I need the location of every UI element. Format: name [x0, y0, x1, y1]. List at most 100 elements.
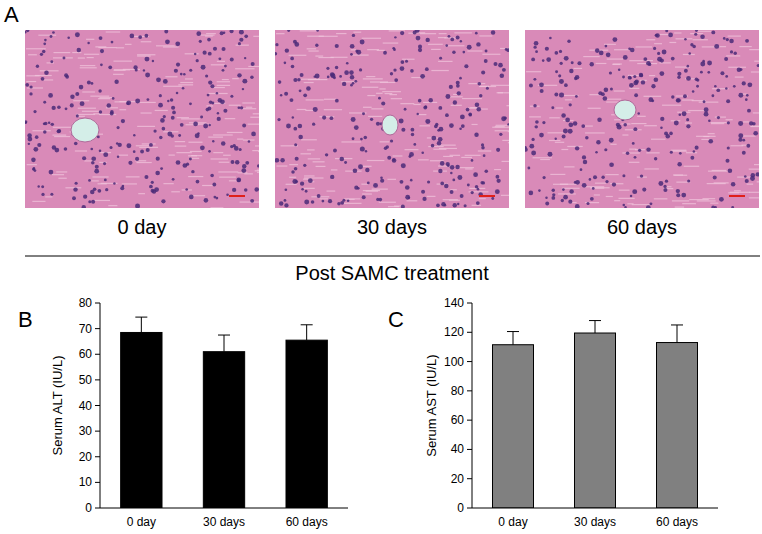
error-cap [135, 317, 147, 318]
nucleus [657, 52, 660, 55]
y-tick [467, 478, 472, 479]
tissue-texture [588, 108, 601, 109]
nucleus [108, 65, 112, 69]
tissue-texture [618, 198, 634, 199]
nucleus [376, 122, 380, 126]
nucleus [330, 73, 335, 78]
tissue-texture [38, 35, 56, 36]
tissue-texture [404, 149, 418, 150]
nucleus [387, 156, 391, 160]
nucleus [582, 155, 586, 159]
error-stem [595, 321, 596, 333]
tissue-texture [646, 39, 655, 40]
tissue-texture [316, 166, 326, 167]
tissue-texture [28, 54, 37, 55]
nucleus [481, 70, 485, 74]
nucleus [160, 167, 163, 170]
nucleus [437, 141, 442, 146]
nucleus [43, 130, 47, 134]
tissue-texture [461, 157, 472, 158]
nucleus [564, 56, 569, 61]
nucleus [457, 203, 459, 205]
tissue-texture [362, 87, 378, 88]
nucleus [182, 87, 185, 90]
tissue-texture [629, 88, 639, 89]
nucleus [176, 92, 179, 95]
tissue-texture [614, 90, 625, 91]
tissue-texture [673, 151, 687, 152]
nucleus [149, 185, 153, 189]
nucleus [604, 88, 609, 93]
nucleus [90, 190, 95, 195]
nucleus [665, 30, 668, 32]
tissue-texture [610, 144, 616, 145]
nucleus [726, 159, 730, 163]
nucleus [655, 34, 658, 37]
nucleus [394, 36, 396, 38]
nucleus [436, 203, 440, 207]
nucleus [163, 79, 168, 84]
tissue-texture [558, 193, 576, 194]
nucleus [295, 157, 299, 161]
tissue-texture [502, 140, 509, 141]
nucleus [57, 105, 61, 109]
y-tick-label: 120 [444, 325, 464, 339]
tissue-texture [370, 81, 388, 82]
nucleus [733, 85, 736, 88]
x-tick-label: 0 day [498, 515, 527, 529]
nucleus [491, 197, 494, 200]
nucleus [293, 40, 297, 44]
nucleus [555, 70, 558, 73]
nucleus [696, 85, 699, 88]
tissue-texture [78, 57, 85, 58]
nucleus [28, 137, 33, 142]
tissue-texture [472, 124, 478, 125]
nucleus [203, 123, 208, 128]
nucleus [251, 62, 255, 66]
nucleus [457, 91, 461, 95]
nucleus [174, 69, 178, 73]
nucleus [634, 93, 638, 97]
nucleus [651, 84, 655, 88]
tissue-texture [754, 61, 759, 62]
nucleus [146, 98, 149, 101]
nucleus [452, 50, 456, 54]
nucleus [400, 66, 405, 71]
tissue-texture [235, 68, 254, 69]
tissue-texture [749, 192, 759, 193]
tissue-texture [94, 200, 110, 201]
histology-image [275, 30, 509, 208]
nucleus [676, 193, 680, 197]
nucleus [695, 30, 698, 32]
nucleus [410, 179, 413, 182]
nucleus [381, 101, 385, 105]
nucleus [298, 124, 303, 129]
tissue-texture [122, 183, 137, 184]
nucleus [322, 116, 326, 120]
nucleus [103, 152, 108, 157]
nucleus [223, 109, 227, 113]
tissue-texture [376, 93, 383, 94]
nucleus [100, 63, 103, 66]
tissue-texture [78, 108, 96, 109]
nucleus [560, 62, 563, 65]
nucleus [37, 185, 39, 187]
tissue-texture [697, 200, 716, 201]
nucleus [64, 147, 68, 151]
nucleus [567, 40, 570, 43]
nucleus [224, 65, 227, 68]
nucleus [91, 200, 95, 204]
tissue-texture [529, 116, 541, 117]
nucleus [420, 74, 425, 79]
tissue-texture [629, 162, 640, 163]
nucleus [525, 148, 528, 152]
nucleus [599, 51, 604, 56]
nucleus [500, 74, 505, 79]
tissue-texture [382, 91, 401, 92]
tissue-texture [304, 177, 324, 178]
nucleus [344, 70, 349, 75]
nucleus [596, 140, 600, 144]
image-background [525, 30, 759, 208]
tissue-texture [468, 83, 485, 84]
tissue-texture [53, 127, 73, 128]
